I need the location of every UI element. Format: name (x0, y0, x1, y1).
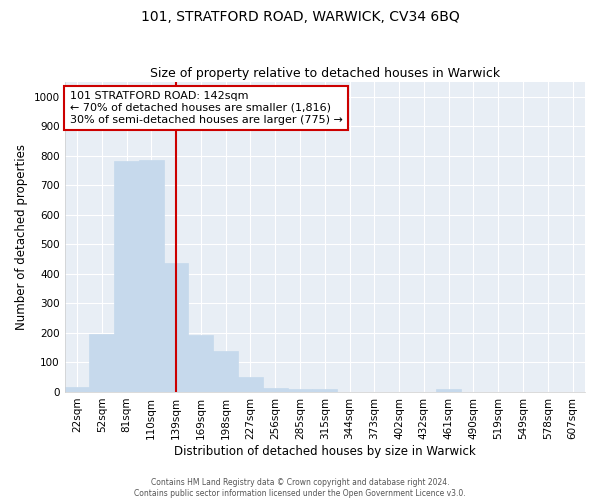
Bar (213, 350, 238, 392)
Title: Size of property relative to detached houses in Warwick: Size of property relative to detached ho… (150, 66, 500, 80)
Bar (263, 388, 287, 392)
Bar (188, 336, 213, 392)
Y-axis label: Number of detached properties: Number of detached properties (15, 144, 28, 330)
Bar (313, 389, 337, 392)
Bar (65, 386, 89, 392)
Bar (164, 263, 188, 392)
X-axis label: Distribution of detached houses by size in Warwick: Distribution of detached houses by size … (174, 444, 476, 458)
Bar (139, 160, 164, 392)
Text: 101 STRATFORD ROAD: 142sqm
← 70% of detached houses are smaller (1,816)
30% of s: 101 STRATFORD ROAD: 142sqm ← 70% of deta… (70, 92, 343, 124)
Bar (114, 161, 139, 392)
Bar (238, 378, 263, 392)
Bar (436, 389, 461, 392)
Bar (287, 389, 313, 392)
Text: 101, STRATFORD ROAD, WARWICK, CV34 6BQ: 101, STRATFORD ROAD, WARWICK, CV34 6BQ (140, 10, 460, 24)
Text: Contains HM Land Registry data © Crown copyright and database right 2024.
Contai: Contains HM Land Registry data © Crown c… (134, 478, 466, 498)
Bar (89, 334, 114, 392)
